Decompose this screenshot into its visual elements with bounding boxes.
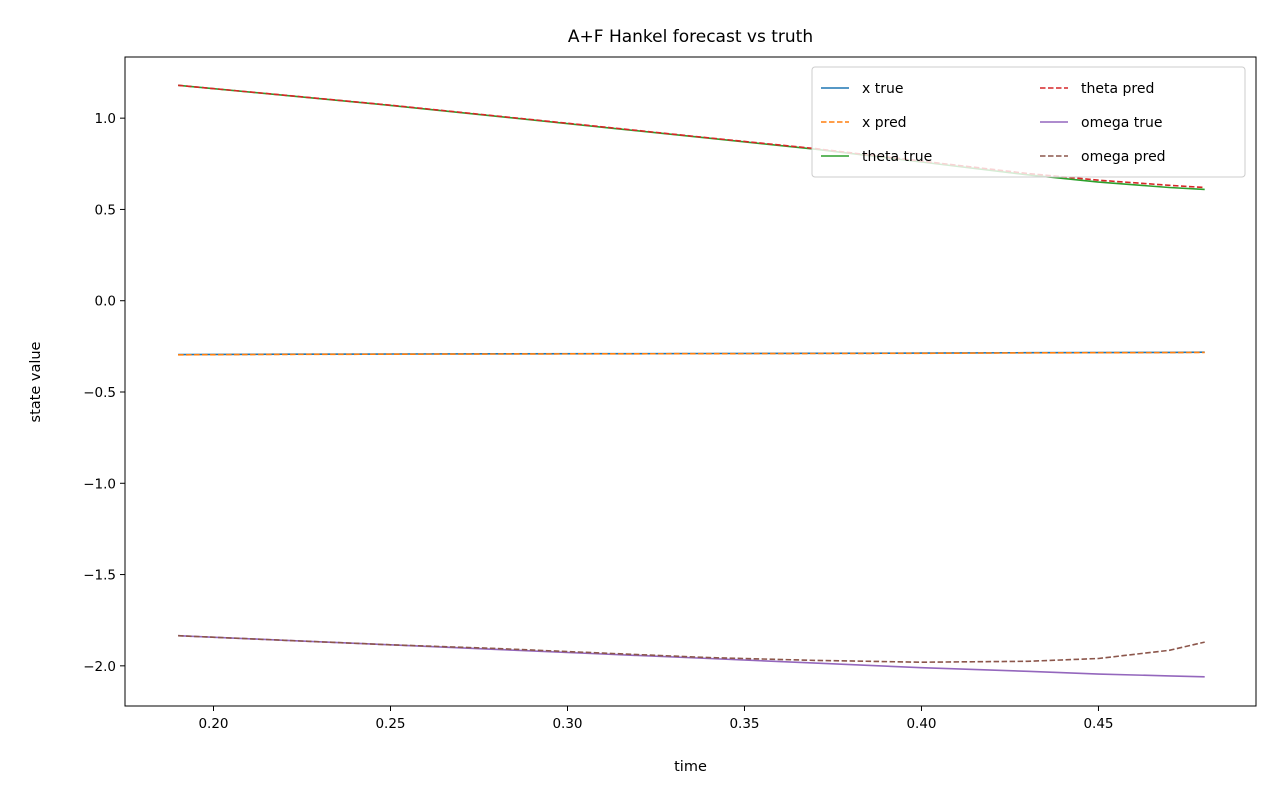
- x-tick-label: 0.35: [729, 716, 759, 732]
- y-axis-label: state value: [28, 341, 44, 422]
- y-tick-label: 1.0: [95, 111, 116, 127]
- legend-label: omega true: [1081, 115, 1162, 131]
- legend-label: theta true: [862, 149, 932, 165]
- legend-label: x pred: [862, 115, 907, 131]
- x-tick-label: 0.30: [552, 716, 582, 732]
- y-tick-label: 0.5: [95, 202, 116, 218]
- y-tick-label: −0.5: [83, 385, 116, 401]
- chart-title: A+F Hankel forecast vs truth: [568, 27, 813, 47]
- legend: x true x pred theta true theta pred omega tr…: [811, 66, 1246, 178]
- x-tick-label: 0.45: [1083, 716, 1113, 732]
- x-axis-label: time: [674, 759, 707, 775]
- plot-frame: [124, 56, 1257, 707]
- x-tick-label: 0.25: [375, 716, 405, 732]
- y-tick-label: −1.5: [83, 568, 116, 584]
- legend-box: [811, 66, 1246, 178]
- legend-label: theta pred: [1081, 81, 1154, 97]
- legend-label: x true: [862, 81, 903, 97]
- y-tick-label: −2.0: [83, 659, 116, 675]
- series-line-x-pred: [178, 351, 1205, 356]
- series-line-theta-pred: [178, 84, 1205, 189]
- legend-label: omega pred: [1081, 149, 1166, 165]
- y-tick-label: 0.0: [95, 294, 116, 310]
- series-line-omega-pred: [178, 634, 1205, 664]
- x-tick-label: 0.40: [906, 716, 936, 732]
- x-tick-label: 0.20: [198, 716, 228, 732]
- y-tick-label: −1.0: [83, 476, 116, 492]
- x-axis: 0.20 0.25 0.30 0.35 0.40 0.45: [198, 706, 1114, 732]
- y-axis: 1.0 0.5 0.0 −0.5 −1.0 −1.5 −2.0: [83, 111, 125, 675]
- plot-lines: [178, 84, 1205, 678]
